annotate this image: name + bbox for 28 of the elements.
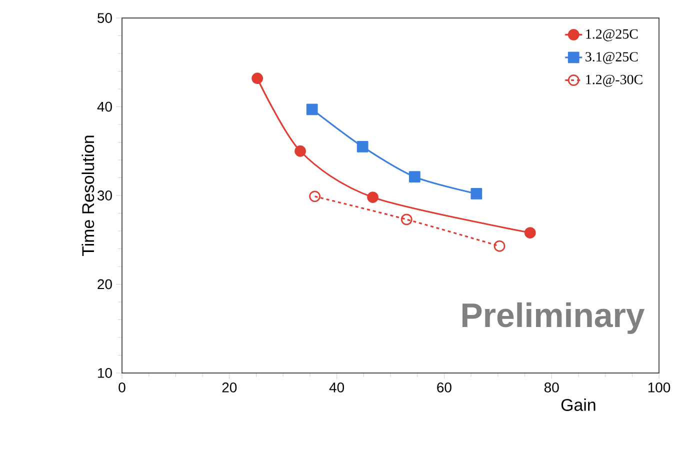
point: [400, 214, 412, 226]
x-axis-title: Gain: [561, 398, 596, 411]
legend-label: 3.1@25C: [586, 52, 638, 64]
legend-label: 1.2@-30C: [586, 74, 642, 87]
point: [470, 188, 482, 200]
y-tick-label: 30: [98, 190, 112, 200]
x-tick-label: 40: [329, 382, 344, 392]
point: [306, 104, 318, 116]
y-tick-label: 40: [97, 102, 112, 112]
y-tick-label: 20: [98, 279, 112, 290]
x-tick-label: 80: [544, 382, 559, 392]
point: [524, 227, 536, 238]
x-tick-label: 60: [437, 382, 452, 392]
x-tick-label: 0: [118, 382, 126, 392]
y-tick-label: 10: [98, 368, 112, 378]
y-tick-label: 50: [98, 13, 112, 23]
point: [252, 72, 264, 84]
point: [294, 145, 306, 157]
point: [356, 140, 368, 152]
point: [367, 192, 378, 203]
annotation: Preliminary: [462, 302, 645, 334]
y-axis-title: Time Resolution: [82, 136, 94, 256]
point: [309, 190, 320, 202]
legend-label: 1.2@25C: [586, 29, 638, 42]
point: [494, 240, 506, 252]
point: [408, 171, 420, 183]
x-tick-label: 100: [648, 382, 670, 392]
x-tick-label: 20: [222, 382, 237, 392]
